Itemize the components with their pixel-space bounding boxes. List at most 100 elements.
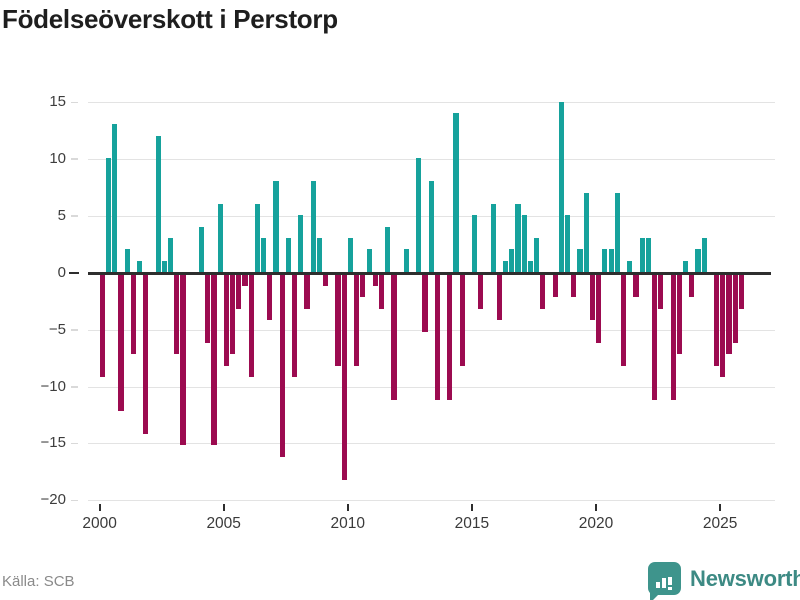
bar	[577, 249, 583, 273]
logo-bar-glyph	[662, 578, 666, 588]
y-axis-tick-label: −15	[40, 434, 66, 452]
bar	[279, 274, 285, 457]
bar	[118, 274, 124, 412]
bar	[447, 274, 453, 400]
x-axis-tick-label: 2000	[82, 515, 117, 532]
y-axis-tick-mark	[71, 329, 78, 331]
bar	[602, 249, 608, 273]
bar	[323, 274, 329, 287]
source-attribution: Källa: SCB	[2, 573, 75, 590]
bar	[285, 238, 292, 273]
bar	[701, 238, 707, 273]
y-axis-tick-label: 10	[49, 149, 66, 167]
bar	[273, 181, 279, 273]
bar	[242, 274, 248, 287]
x-axis-tick-label: 2010	[330, 515, 366, 532]
logo-exclamation-dot	[668, 587, 672, 590]
logo-bar-glyph	[656, 582, 660, 588]
y-axis-tick-mark	[71, 442, 78, 445]
x-axis-tick-mark	[470, 504, 473, 511]
y-axis-tick-label: −20	[40, 491, 66, 509]
bar	[366, 249, 372, 273]
x-axis-tick-mark	[98, 504, 101, 511]
newsworthy-logo: Newsworthy	[646, 560, 800, 600]
bar	[105, 158, 112, 273]
bar	[112, 124, 118, 273]
bar	[589, 274, 596, 321]
bar	[236, 274, 242, 309]
chart-title: Födelseöverskott i Perstorp	[2, 4, 338, 34]
newsworthy-logo-icon-tail	[650, 592, 661, 600]
bar	[360, 274, 366, 298]
bar	[292, 274, 298, 378]
y-axis-tick-mark	[69, 271, 79, 275]
logo-bar-glyph	[668, 577, 672, 585]
bar	[732, 274, 738, 343]
bar	[434, 274, 440, 400]
x-axis-tick-mark	[222, 504, 225, 511]
bar	[608, 249, 614, 273]
bar	[248, 274, 254, 378]
x-axis-zero-line	[88, 272, 771, 275]
bar	[540, 274, 546, 309]
bar	[565, 215, 571, 273]
bar	[713, 274, 720, 366]
bar	[676, 274, 682, 355]
bar	[304, 274, 310, 309]
bar	[670, 274, 676, 400]
bar	[310, 181, 316, 273]
bar	[726, 274, 732, 355]
bar	[267, 274, 273, 321]
bar	[422, 274, 428, 332]
y-axis-tick-label: −5	[48, 320, 66, 338]
newsworthy-logo-icon	[648, 562, 681, 595]
bar	[347, 238, 354, 273]
bar	[335, 274, 341, 366]
bar	[211, 274, 217, 446]
bar	[223, 274, 229, 366]
bar	[354, 274, 360, 366]
bar	[130, 274, 136, 355]
bar	[372, 274, 378, 287]
gridline	[88, 102, 775, 103]
bar	[552, 274, 558, 298]
bar	[689, 274, 695, 298]
y-axis-tick-mark	[71, 215, 78, 217]
bar	[428, 181, 434, 273]
bar	[143, 274, 149, 434]
gridline	[88, 500, 775, 502]
bar	[639, 238, 645, 273]
bar	[627, 260, 633, 273]
y-axis-tick-label: 15	[49, 93, 66, 110]
bar	[658, 274, 664, 309]
bar	[254, 203, 260, 273]
bar	[174, 274, 180, 355]
bar	[459, 274, 465, 366]
gridline	[88, 386, 775, 388]
gridline	[88, 158, 775, 160]
bar	[596, 274, 602, 343]
gridline	[88, 329, 775, 331]
x-axis-tick-label: 2005	[206, 515, 241, 532]
x-axis-tick-label: 2015	[454, 515, 490, 532]
x-axis-tick-mark	[595, 504, 597, 511]
bar	[720, 274, 726, 378]
bar	[341, 274, 347, 480]
bar	[571, 274, 577, 298]
x-axis-tick-label: 2020	[578, 515, 614, 532]
bar	[633, 274, 639, 298]
bar	[509, 249, 515, 273]
bar	[472, 215, 478, 273]
bar	[490, 203, 496, 273]
bar	[198, 226, 205, 273]
bar	[378, 274, 385, 309]
bar	[124, 249, 130, 273]
bar	[385, 226, 391, 273]
bar	[651, 274, 658, 400]
bar	[136, 260, 143, 273]
x-axis-tick-mark	[719, 504, 722, 511]
newsworthy-logo-text: Newsworthy	[690, 566, 800, 591]
bar	[316, 238, 323, 273]
gridline	[88, 443, 775, 445]
